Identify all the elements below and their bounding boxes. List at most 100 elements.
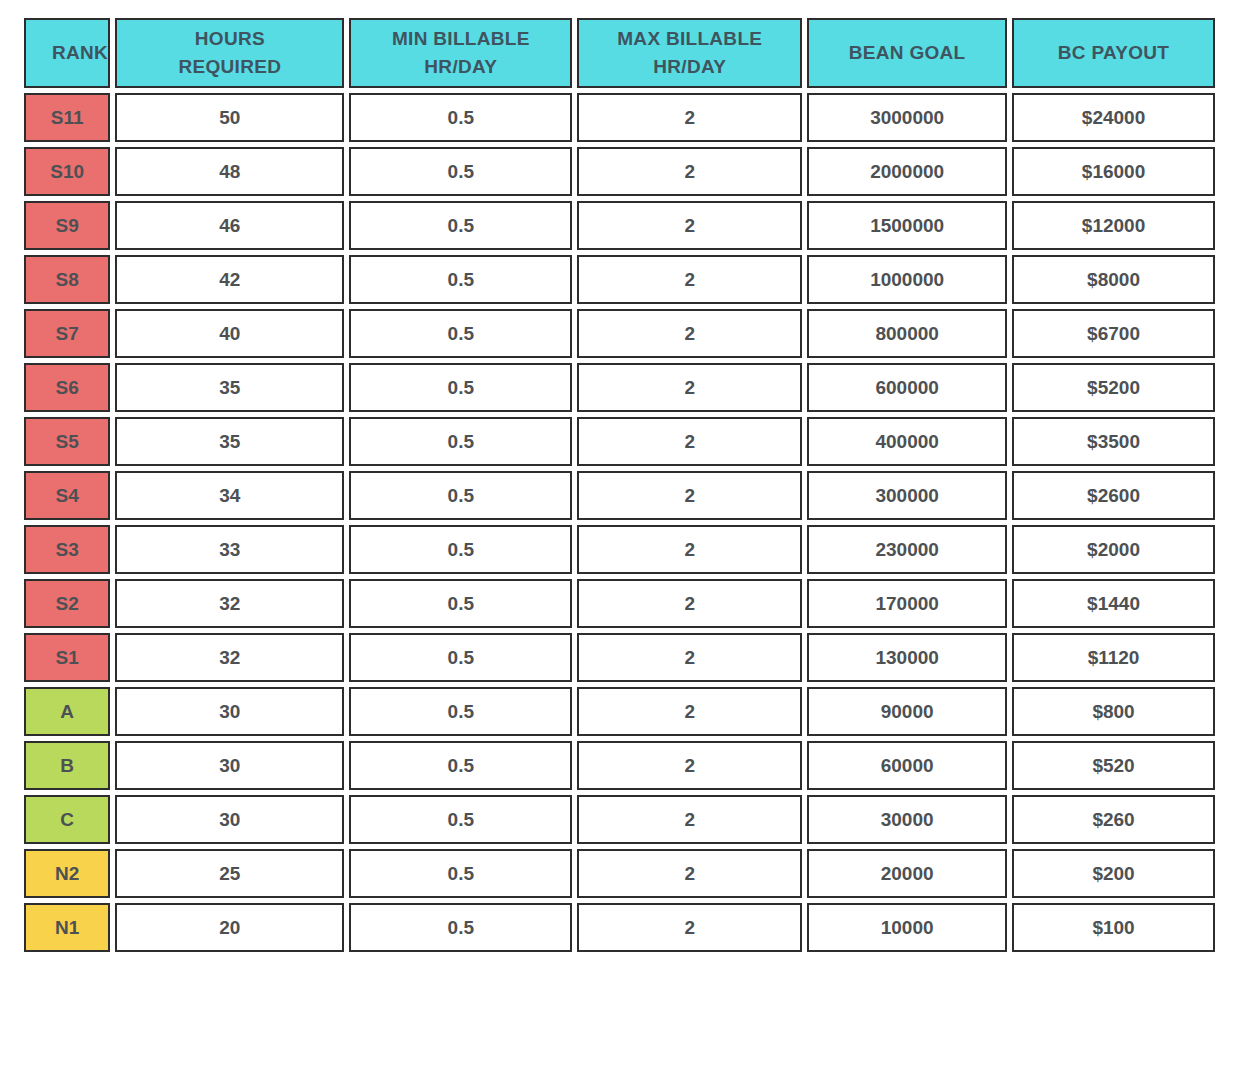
bc-payout-cell: $520 <box>1012 741 1215 790</box>
min-billable-cell: 0.5 <box>349 471 572 520</box>
hours-cell: 40 <box>115 309 344 358</box>
rank-cell: A <box>24 687 110 736</box>
bean-goal-cell: 1000000 <box>807 255 1007 304</box>
rank-cell: S5 <box>24 417 110 466</box>
hours-cell: 35 <box>115 417 344 466</box>
hours-cell: 50 <box>115 93 344 142</box>
table-row: N2250.5220000$200 <box>24 849 1215 898</box>
table-row: N1200.5210000$100 <box>24 903 1215 952</box>
rank-cell: C <box>24 795 110 844</box>
table-row: S3330.52230000$2000 <box>24 525 1215 574</box>
bean-goal-cell: 300000 <box>807 471 1007 520</box>
min-billable-cell: 0.5 <box>349 93 572 142</box>
bc-payout-cell: $1440 <box>1012 579 1215 628</box>
bc-payout-cell: $2000 <box>1012 525 1215 574</box>
min-billable-cell: 0.5 <box>349 579 572 628</box>
column-header-min-billable: MIN BILLABLE HR/DAY <box>349 18 572 88</box>
max-billable-cell: 2 <box>577 633 802 682</box>
rank-cell: S10 <box>24 147 110 196</box>
bean-goal-cell: 20000 <box>807 849 1007 898</box>
header-row: RANK HOURS REQUIRED MIN BILLABLE HR/DAY … <box>24 18 1215 88</box>
hours-cell: 20 <box>115 903 344 952</box>
column-header-bean-goal: BEAN GOAL <box>807 18 1007 88</box>
table-row: S7400.52800000$6700 <box>24 309 1215 358</box>
page: RANK HOURS REQUIRED MIN BILLABLE HR/DAY … <box>0 0 1242 1080</box>
table-row: S4340.52300000$2600 <box>24 471 1215 520</box>
bc-payout-cell: $8000 <box>1012 255 1215 304</box>
max-billable-cell: 2 <box>577 471 802 520</box>
min-billable-cell: 0.5 <box>349 525 572 574</box>
hours-cell: 25 <box>115 849 344 898</box>
hours-cell: 33 <box>115 525 344 574</box>
table-row: C300.5230000$260 <box>24 795 1215 844</box>
table-row: S1320.52130000$1120 <box>24 633 1215 682</box>
min-billable-cell: 0.5 <box>349 255 572 304</box>
max-billable-cell: 2 <box>577 687 802 736</box>
hours-cell: 48 <box>115 147 344 196</box>
column-header-rank: RANK <box>24 18 110 88</box>
max-billable-cell: 2 <box>577 849 802 898</box>
bc-payout-cell: $6700 <box>1012 309 1215 358</box>
table-row: S11500.523000000$24000 <box>24 93 1215 142</box>
max-billable-cell: 2 <box>577 93 802 142</box>
hours-cell: 42 <box>115 255 344 304</box>
table-row: A300.5290000$800 <box>24 687 1215 736</box>
max-billable-cell: 2 <box>577 795 802 844</box>
min-billable-cell: 0.5 <box>349 633 572 682</box>
hours-cell: 35 <box>115 363 344 412</box>
max-billable-cell: 2 <box>577 309 802 358</box>
bc-payout-cell: $2600 <box>1012 471 1215 520</box>
min-billable-cell: 0.5 <box>349 849 572 898</box>
table-row: S6350.52600000$5200 <box>24 363 1215 412</box>
max-billable-cell: 2 <box>577 363 802 412</box>
bc-payout-cell: $100 <box>1012 903 1215 952</box>
bean-goal-cell: 1500000 <box>807 201 1007 250</box>
bc-payout-cell: $16000 <box>1012 147 1215 196</box>
rank-cell: S3 <box>24 525 110 574</box>
max-billable-cell: 2 <box>577 525 802 574</box>
rank-payout-table: RANK HOURS REQUIRED MIN BILLABLE HR/DAY … <box>19 13 1220 957</box>
min-billable-cell: 0.5 <box>349 741 572 790</box>
bc-payout-cell: $12000 <box>1012 201 1215 250</box>
min-billable-cell: 0.5 <box>349 147 572 196</box>
bean-goal-cell: 30000 <box>807 795 1007 844</box>
rank-cell: S11 <box>24 93 110 142</box>
table-row: S8420.521000000$8000 <box>24 255 1215 304</box>
bean-goal-cell: 230000 <box>807 525 1007 574</box>
bc-payout-cell: $1120 <box>1012 633 1215 682</box>
bean-goal-cell: 2000000 <box>807 147 1007 196</box>
min-billable-cell: 0.5 <box>349 201 572 250</box>
hours-cell: 30 <box>115 687 344 736</box>
bc-payout-cell: $260 <box>1012 795 1215 844</box>
max-billable-cell: 2 <box>577 741 802 790</box>
table-row: S2320.52170000$1440 <box>24 579 1215 628</box>
table-row: S10480.522000000$16000 <box>24 147 1215 196</box>
min-billable-cell: 0.5 <box>349 795 572 844</box>
bean-goal-cell: 3000000 <box>807 93 1007 142</box>
max-billable-cell: 2 <box>577 579 802 628</box>
bean-goal-cell: 800000 <box>807 309 1007 358</box>
bean-goal-cell: 10000 <box>807 903 1007 952</box>
bc-payout-cell: $800 <box>1012 687 1215 736</box>
bean-goal-cell: 170000 <box>807 579 1007 628</box>
rank-cell: N1 <box>24 903 110 952</box>
rank-cell: N2 <box>24 849 110 898</box>
bean-goal-cell: 130000 <box>807 633 1007 682</box>
rank-cell: S6 <box>24 363 110 412</box>
min-billable-cell: 0.5 <box>349 687 572 736</box>
rank-cell: S8 <box>24 255 110 304</box>
bean-goal-cell: 60000 <box>807 741 1007 790</box>
min-billable-cell: 0.5 <box>349 309 572 358</box>
max-billable-cell: 2 <box>577 255 802 304</box>
hours-cell: 32 <box>115 633 344 682</box>
hours-cell: 46 <box>115 201 344 250</box>
hours-cell: 30 <box>115 741 344 790</box>
table-row: S9460.521500000$12000 <box>24 201 1215 250</box>
column-header-bc-payout: BC PAYOUT <box>1012 18 1215 88</box>
min-billable-cell: 0.5 <box>349 903 572 952</box>
column-header-hours: HOURS REQUIRED <box>115 18 344 88</box>
max-billable-cell: 2 <box>577 903 802 952</box>
rank-cell: S4 <box>24 471 110 520</box>
bc-payout-cell: $200 <box>1012 849 1215 898</box>
max-billable-cell: 2 <box>577 417 802 466</box>
